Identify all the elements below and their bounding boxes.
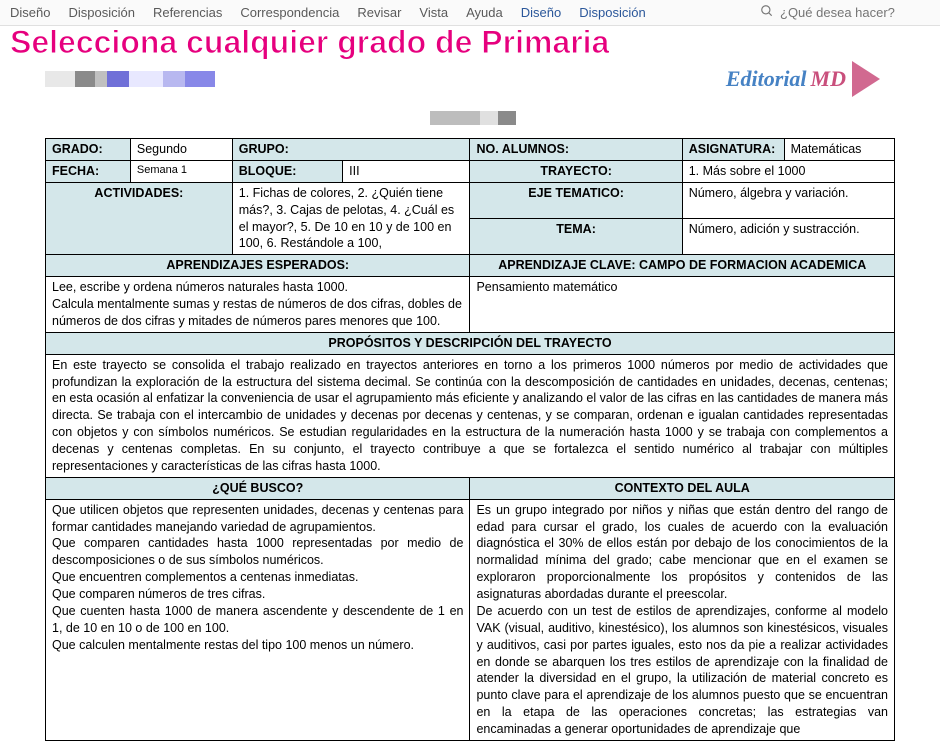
value-contexto-aula: Es un grupo integrado por niños y niñas … bbox=[470, 499, 895, 740]
label-contexto-aula: CONTEXTO DEL AULA bbox=[470, 477, 895, 499]
blur-placeholder-left bbox=[45, 71, 215, 87]
logo-triangle-icon bbox=[852, 61, 880, 97]
label-eje: EJE TEMATICO: bbox=[470, 182, 682, 218]
ribbon-tab-correspondencia[interactable]: Correspondencia bbox=[240, 5, 339, 20]
value-aprendizaje-clave: Pensamiento matemático bbox=[470, 277, 895, 333]
search-icon bbox=[760, 4, 774, 21]
value-trayecto: 1. Más sobre el 1000 bbox=[682, 160, 894, 182]
value-tema: Número, adición y sustracción. bbox=[682, 219, 894, 255]
ribbon-tab-disposicion-1[interactable]: Disposición bbox=[68, 5, 134, 20]
ribbon-tab-diseno-2[interactable]: Diseño bbox=[521, 5, 561, 20]
ribbon-menu: Diseño Disposición Referencias Correspon… bbox=[0, 0, 940, 26]
label-alumnos: NO. ALUMNOS: bbox=[470, 139, 682, 161]
label-aprendizaje-clave: APRENDIZAJE CLAVE: CAMPO DE FORMACION AC… bbox=[470, 255, 895, 277]
value-grado: Segundo bbox=[130, 139, 232, 161]
ribbon-tab-ayuda[interactable]: Ayuda bbox=[466, 5, 503, 20]
label-tema: TEMA: bbox=[470, 219, 682, 255]
value-actividades: 1. Fichas de colores, 2. ¿Quién tiene má… bbox=[232, 182, 470, 255]
label-trayecto: TRAYECTO: bbox=[470, 160, 682, 182]
label-grado: GRADO: bbox=[46, 139, 131, 161]
label-actividades: ACTIVIDADES: bbox=[46, 182, 233, 255]
logo-text-editorial: Editorial bbox=[726, 66, 807, 92]
label-fecha: FECHA: bbox=[46, 160, 131, 182]
value-aprendizajes-esperados: Lee, escribe y ordena números naturales … bbox=[46, 277, 470, 333]
label-propositos: PROPÓSITOS Y DESCRIPCIÓN DEL TRAYECTO bbox=[46, 332, 895, 354]
value-asignatura: Matemáticas bbox=[784, 139, 894, 161]
logo-text-md: MD bbox=[811, 66, 846, 92]
ribbon-tab-revisar[interactable]: Revisar bbox=[357, 5, 401, 20]
ribbon-tab-vista[interactable]: Vista bbox=[419, 5, 448, 20]
label-aprendizajes-esperados: APRENDIZAJES ESPERADOS: bbox=[46, 255, 470, 277]
label-asignatura: ASIGNATURA: bbox=[682, 139, 784, 161]
planning-table: GRADO: Segundo GRUPO: NO. ALUMNOS: ASIGN… bbox=[45, 138, 895, 741]
label-bloque: BLOQUE: bbox=[232, 160, 342, 182]
value-propositos: En este trayecto se consolida el trabajo… bbox=[46, 354, 895, 477]
ribbon-tab-disposicion-2[interactable]: Disposición bbox=[579, 5, 645, 20]
value-fecha: Semana 1 bbox=[130, 160, 232, 182]
value-eje: Número, álgebra y variación. bbox=[682, 182, 894, 218]
tell-me-search[interactable] bbox=[760, 4, 930, 21]
value-que-busco: Que utilicen objetos que representen uni… bbox=[46, 499, 470, 740]
ribbon-tab-referencias[interactable]: Referencias bbox=[153, 5, 222, 20]
label-grupo: GRUPO: bbox=[232, 139, 470, 161]
value-bloque: III bbox=[343, 160, 470, 182]
tell-me-input[interactable] bbox=[780, 5, 930, 20]
editorial-md-logo: Editorial MD bbox=[726, 61, 880, 97]
ribbon-tab-diseno-1[interactable]: Diseño bbox=[10, 5, 50, 20]
overlay-title: Selecciona cualquier grado de Primaria bbox=[10, 24, 609, 61]
blur-placeholder-center bbox=[430, 111, 516, 125]
label-que-busco: ¿QUÉ BUSCO? bbox=[46, 477, 470, 499]
